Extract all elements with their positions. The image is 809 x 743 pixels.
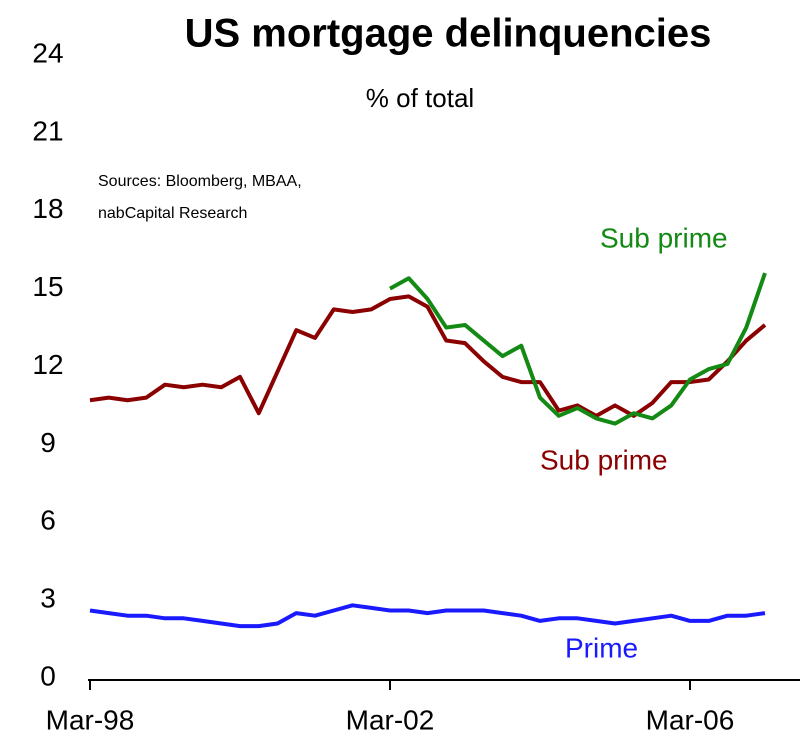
series-label: Sub prime [540,444,668,475]
y-tick-label: 3 [40,583,56,614]
source-note: Sources: Bloomberg, MBAA, [98,173,302,190]
y-tick-label: 21 [32,115,63,146]
source-note: nabCapital Research [98,205,247,222]
x-tick-label: Mar-06 [646,704,735,735]
series-label: Sub prime [600,222,728,253]
y-tick-label: 12 [32,349,63,380]
y-tick-label: 9 [40,427,56,458]
y-tick-label: 24 [32,37,63,68]
series-line [89,294,767,418]
y-tick-label: 18 [32,193,63,224]
y-tick-label: 6 [40,505,56,536]
x-tick-label: Mar-98 [46,704,135,735]
y-tick-label: 0 [40,660,56,691]
chart-title: US mortgage delinquencies [185,12,712,56]
x-tick-label: Mar-02 [346,704,435,735]
y-tick-label: 15 [32,271,63,302]
chart-subtitle: % of total [366,83,474,113]
series-line [389,272,767,426]
series-label: Prime [565,632,638,663]
series-line [89,603,766,629]
